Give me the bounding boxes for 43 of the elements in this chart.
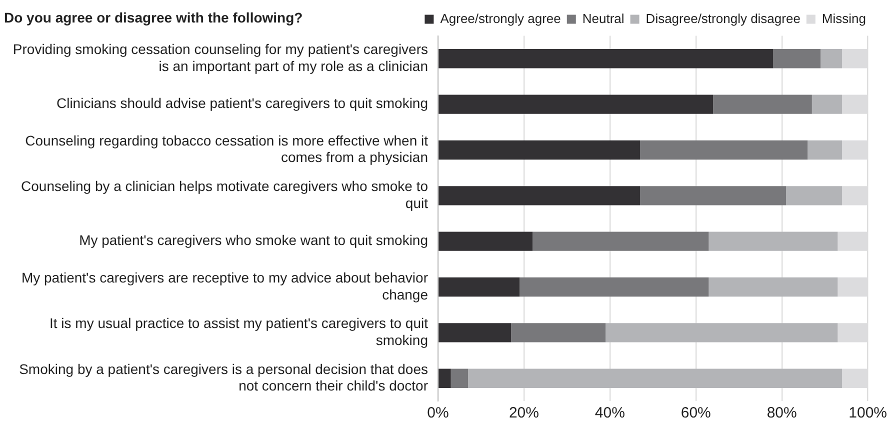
bar: [438, 186, 640, 206]
y-tick-label: Counseling regarding tobacco cessation is more effective when it comes from a physician: [25, 132, 428, 166]
bar: [713, 94, 812, 114]
bar: [820, 49, 842, 68]
bar: [640, 186, 786, 206]
x-tick-label: 0%: [427, 404, 449, 422]
bar: [812, 94, 842, 114]
x-tick-label: 100%: [848, 404, 888, 422]
bar: [438, 140, 640, 160]
bar: [808, 140, 842, 160]
bar: [773, 49, 821, 68]
bar: [520, 277, 709, 297]
y-tick-label: Counseling by a clinician helps motivate caregivers who smoke to quit: [21, 178, 428, 211]
bar: [606, 323, 838, 342]
text: Do you agree or disagree with the following?: [4, 9, 303, 26]
x-tick-label: 60%: [680, 404, 711, 422]
bar: [640, 140, 808, 160]
bar: [532, 232, 709, 251]
y-tick-label: Clinicians should advise patient's caregivers to quit smoking: [56, 95, 428, 112]
bar: [450, 368, 468, 388]
bar: [708, 232, 838, 251]
y-tick-label: It is my usual practice to assist my patient's caregivers to quit smoking: [50, 315, 428, 348]
bar: [438, 94, 714, 114]
legend-label: Missing: [822, 10, 866, 26]
bar: [438, 368, 451, 388]
bar: [438, 323, 512, 342]
legend-label: Neutral: [582, 10, 624, 26]
bar: [438, 277, 520, 297]
bar: [438, 232, 533, 251]
y-tick-label: Providing smoking cessation counseling for my patient's caregivers is an important part of my role as a clinician: [12, 41, 428, 74]
bar: [786, 186, 842, 206]
x-tick-label: 20%: [508, 404, 539, 422]
x-tick-label: 80%: [766, 404, 797, 422]
bar: [438, 49, 774, 68]
bar: [468, 368, 842, 388]
bar: [708, 277, 838, 297]
legend-label: Disagree/strongly disagree: [646, 10, 800, 26]
legend-label: Agree/strongly agree: [440, 10, 561, 26]
y-tick-label: My patient's caregivers who smoke want to quit smoking: [79, 232, 428, 248]
x-tick-label: 40%: [594, 404, 625, 422]
bar: [511, 323, 606, 342]
y-tick-label: Smoking by a patient's caregivers is a personal decision that does not concern their child's doctor: [19, 360, 428, 394]
y-tick-label: My patient's caregivers are receptive to my advice about behavior change: [21, 269, 428, 302]
